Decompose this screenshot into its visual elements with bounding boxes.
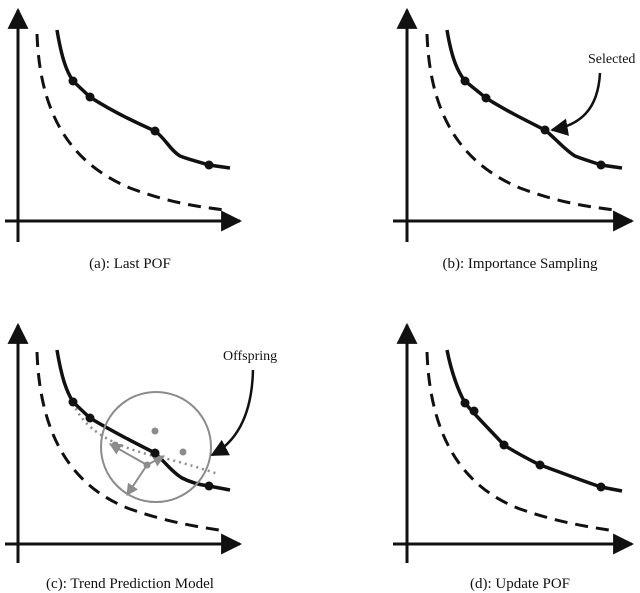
- solution-point: [85, 413, 95, 423]
- selected-callout-label: Selected: [588, 52, 635, 67]
- previous-front-dashed: [35, 351, 226, 533]
- solution-point: [204, 160, 214, 170]
- solution-point: [68, 76, 78, 86]
- offspring-point: [111, 441, 119, 449]
- caption-c: (c): Trend Prediction Model: [46, 576, 214, 592]
- selected-solution-point: [540, 125, 550, 135]
- panel-b: Selected: [393, 7, 635, 242]
- solution-point: [481, 93, 491, 103]
- pareto-front-curve: [55, 29, 231, 170]
- panel-a: [5, 7, 243, 242]
- offspring-callout-label: Offspring: [223, 349, 277, 364]
- trend-arrow: [126, 464, 148, 496]
- panel-d: [393, 322, 635, 563]
- panel-c: Offspring: [5, 322, 277, 563]
- caption-a: (a): Last POF: [89, 256, 171, 272]
- solution-point: [499, 440, 509, 450]
- solution-point: [596, 482, 606, 492]
- offspring-point: [143, 461, 151, 469]
- solution-point: [596, 160, 606, 170]
- solution-point: [85, 92, 95, 102]
- caption-b: (b): Importance Sampling: [442, 256, 598, 272]
- predicted-trend-dotted: [71, 402, 219, 476]
- solution-point: [68, 397, 78, 407]
- solution-point: [204, 481, 214, 491]
- previous-front-dashed: [425, 33, 616, 212]
- offspring-point: [179, 448, 187, 456]
- solution-point: [150, 126, 160, 136]
- caption-d: (d): Update POF: [470, 576, 570, 592]
- offspring-point: [151, 427, 159, 435]
- solution-point: [460, 76, 470, 86]
- solution-point: [460, 398, 470, 408]
- previous-front-dashed: [35, 33, 226, 212]
- previous-front-dashed: [425, 351, 616, 533]
- offspring-callout-arrow: [210, 369, 255, 457]
- solution-point: [535, 460, 545, 470]
- selected-callout-arrow: [550, 72, 602, 136]
- solution-point: [469, 406, 479, 416]
- pareto-front-curve: [445, 349, 623, 493]
- solution-point: [150, 448, 160, 458]
